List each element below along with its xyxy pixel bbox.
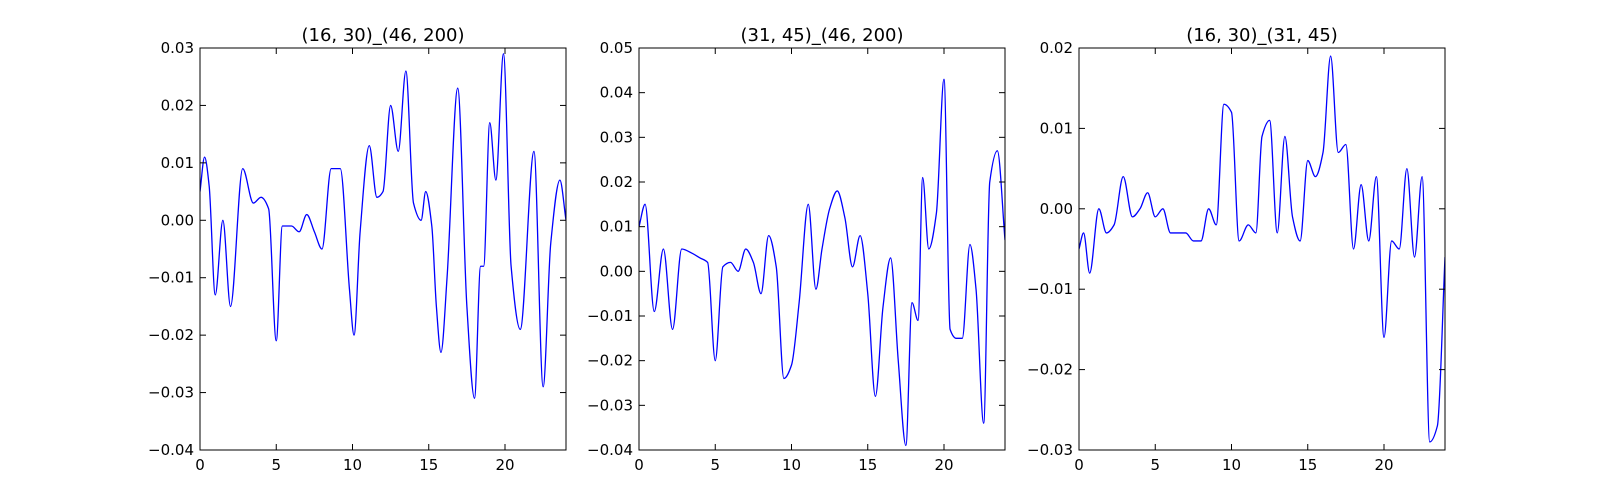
y-tick-label: −0.03: [1027, 441, 1073, 459]
plot-panels: 0 5 10 15 20 −0.04 −0.03 −0.02 −0.01 0.00 0.01 0.02…: [148, 25, 1446, 474]
x-tick-label: 10: [343, 456, 362, 474]
chart-title: (16, 30)_(46, 200): [301, 25, 464, 46]
x-tick-label: 5: [271, 456, 281, 474]
y-tick-label: 0.00: [161, 211, 194, 229]
y-tick-label: 0.04: [600, 84, 633, 102]
y-tick-label: 0.01: [161, 154, 194, 172]
plot-frame: [638, 47, 1006, 451]
x-tick-label: 10: [782, 456, 801, 474]
x-tick-label: 15: [419, 456, 438, 474]
y-tick-label: 0.03: [600, 128, 633, 146]
x-tick-label: 0: [634, 456, 644, 474]
y-tick-label: −0.01: [1027, 280, 1073, 298]
plot-frame: [1078, 47, 1446, 451]
x-tick-label: 0: [195, 456, 205, 474]
x-tick-label: 15: [1298, 456, 1317, 474]
y-tick-label: −0.04: [148, 441, 194, 459]
x-tick-label: 15: [858, 456, 877, 474]
series-line-1-1: [200, 53, 566, 399]
y-tick-label: −0.02: [1027, 361, 1073, 379]
series-line-2-1: [639, 78, 1005, 447]
y-tick-label: 0.03: [161, 39, 194, 57]
x-tick-label: 0: [1074, 456, 1084, 474]
chart-panel-1: 0 5 10 15 20 −0.04 −0.03 −0.02 −0.01 0.00 0.01 0.02…: [148, 25, 567, 474]
y-tick-label: 0.01: [600, 218, 633, 236]
y-tick-label: −0.01: [148, 269, 194, 287]
chart-title: (16, 30)_(31, 45): [1186, 25, 1338, 46]
y-tick-label: 0.05: [600, 39, 633, 57]
y-tick-label: −0.04: [587, 441, 633, 459]
y-tick-label: 0.01: [1040, 119, 1073, 137]
chart-title: (31, 45)_(46, 200): [740, 25, 903, 46]
y-tick-label: −0.02: [148, 326, 194, 344]
x-tick-label: 10: [1222, 456, 1241, 474]
x-tick-label: 20: [1374, 456, 1393, 474]
y-tick-label: 0.02: [600, 173, 633, 191]
y-tick-label: −0.01: [587, 307, 633, 325]
chart-panel-2: 0 5 10 15 20 −0.04 −0.03 −0.02 −0.01 0.00 0.01 0.02…: [587, 25, 1006, 474]
y-tick-label: −0.03: [587, 396, 633, 414]
y-tick-label: 0.02: [161, 96, 194, 114]
x-tick-label: 20: [495, 456, 514, 474]
x-tick-label: 5: [1150, 456, 1160, 474]
series-line-3-1: [1079, 55, 1445, 443]
plot-frame: [199, 47, 567, 451]
y-tick-label: 0.00: [600, 262, 633, 280]
y-tick-label: 0.00: [1040, 200, 1073, 218]
y-tick-label: 0.02: [1040, 39, 1073, 57]
chart-panel-3: 0 5 10 15 20 −0.03 −0.02 −0.01 0.00 0.01 0.02 (16, …: [1027, 25, 1446, 474]
x-tick-label: 5: [710, 456, 720, 474]
y-tick-label: −0.03: [148, 384, 194, 402]
x-tick-label: 20: [934, 456, 953, 474]
y-tick-label: −0.02: [587, 352, 633, 370]
